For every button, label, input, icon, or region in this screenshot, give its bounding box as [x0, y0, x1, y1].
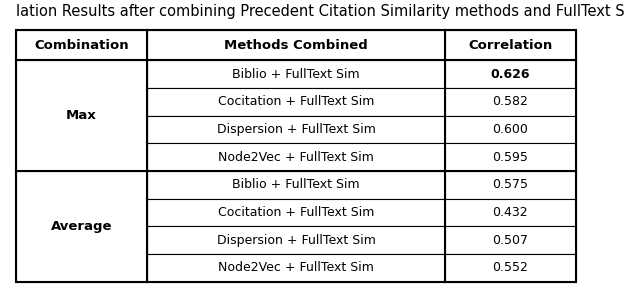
Bar: [445, 171, 576, 199]
Text: Combination: Combination: [35, 39, 129, 52]
Text: Node2Vec + FullText Sim: Node2Vec + FullText Sim: [218, 261, 374, 274]
Text: Average: Average: [51, 220, 113, 233]
Bar: [445, 116, 576, 143]
Bar: [445, 88, 576, 116]
Bar: [147, 254, 445, 282]
Bar: [147, 116, 445, 143]
Text: Biblio + FullText Sim: Biblio + FullText Sim: [232, 68, 360, 81]
Text: Node2Vec + FullText Sim: Node2Vec + FullText Sim: [218, 151, 374, 164]
Bar: [147, 88, 445, 116]
Bar: [16, 60, 147, 171]
Text: 0.626: 0.626: [491, 68, 530, 81]
Text: 0.432: 0.432: [493, 206, 528, 219]
Bar: [147, 171, 445, 199]
Text: 0.575: 0.575: [492, 178, 529, 192]
Text: Methods Combined: Methods Combined: [224, 39, 368, 52]
Bar: [147, 226, 445, 254]
Bar: [147, 30, 445, 60]
Text: Biblio + FullText Sim: Biblio + FullText Sim: [232, 178, 360, 192]
Bar: [445, 60, 576, 88]
Bar: [147, 199, 445, 226]
Text: Cocitation + FullText Sim: Cocitation + FullText Sim: [218, 95, 374, 109]
Bar: [445, 226, 576, 254]
Text: 0.507: 0.507: [492, 234, 529, 247]
Text: lation Results after combining Precedent Citation Similarity methods and FullTex: lation Results after combining Precedent…: [16, 4, 624, 19]
Text: 0.582: 0.582: [492, 95, 529, 109]
Bar: [445, 143, 576, 171]
Bar: [445, 30, 576, 60]
Text: Cocitation + FullText Sim: Cocitation + FullText Sim: [218, 206, 374, 219]
Text: Max: Max: [66, 109, 97, 122]
Bar: [16, 171, 147, 282]
Text: Correlation: Correlation: [468, 39, 552, 52]
Text: 0.595: 0.595: [492, 151, 529, 164]
Text: Dispersion + FullText Sim: Dispersion + FullText Sim: [216, 123, 376, 136]
Bar: [16, 30, 147, 60]
Text: 0.600: 0.600: [492, 123, 529, 136]
Bar: [147, 60, 445, 88]
Bar: [16, 30, 576, 282]
Bar: [445, 254, 576, 282]
Bar: [445, 199, 576, 226]
Text: Dispersion + FullText Sim: Dispersion + FullText Sim: [216, 234, 376, 247]
Bar: [147, 143, 445, 171]
Text: 0.552: 0.552: [492, 261, 529, 274]
